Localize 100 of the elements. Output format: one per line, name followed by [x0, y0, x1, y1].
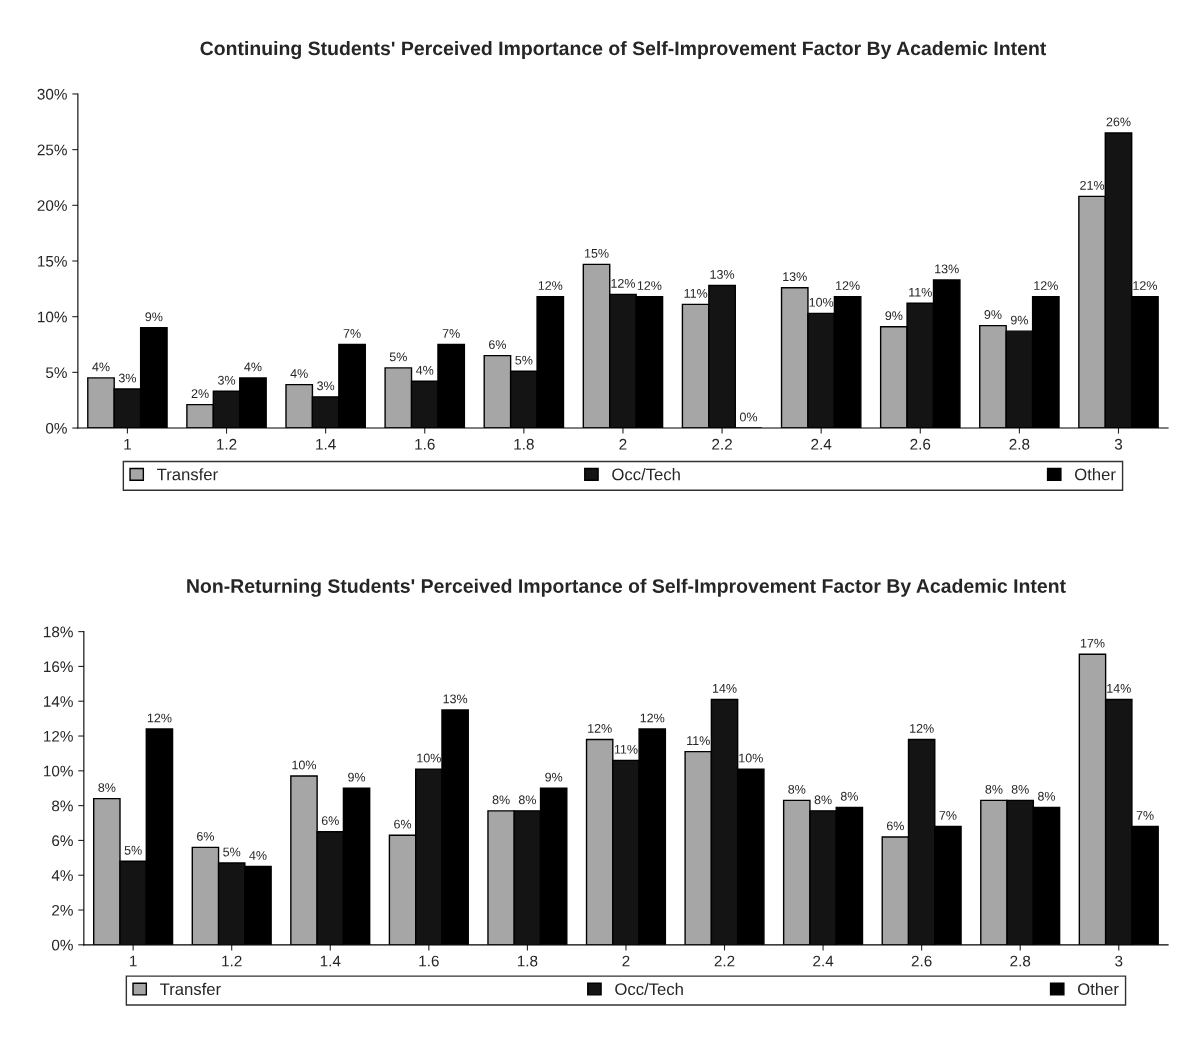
- data-label: 9%: [984, 310, 1002, 319]
- data-label: 11%: [687, 736, 710, 745]
- data-label: 5%: [515, 355, 533, 365]
- data-label: 10%: [739, 753, 763, 763]
- y-tick-label: 5%: [45, 367, 67, 379]
- x-tick-label: 1.6: [419, 955, 439, 967]
- y-tick-label: 12%: [44, 730, 73, 742]
- x-tick-label: 3: [1115, 955, 1123, 967]
- y-tick-label: 0%: [45, 422, 67, 434]
- data-label: 9%: [545, 772, 563, 782]
- legend-label: Other: [1075, 468, 1116, 481]
- data-label: 8%: [492, 795, 510, 805]
- x-tick-label: 1.2: [217, 438, 237, 450]
- data-label: 0%: [739, 412, 758, 422]
- legend-label: Other: [1078, 982, 1119, 996]
- x-tick-label: 2.2: [712, 438, 732, 450]
- data-label: 8%: [840, 791, 858, 801]
- data-label: 13%: [783, 272, 807, 282]
- x-tick-label: 2.6: [910, 438, 931, 450]
- data-label: 6%: [886, 821, 904, 831]
- data-label: 11%: [684, 289, 708, 298]
- x-tick-label: 2.6: [911, 955, 932, 967]
- y-tick-label: 0%: [51, 939, 73, 951]
- data-label: 12%: [836, 281, 860, 290]
- legend-label: Occ/Tech: [612, 468, 680, 481]
- legend-label: Occ/Tech: [615, 982, 683, 996]
- data-label: 14%: [712, 684, 737, 693]
- data-label: 8%: [814, 795, 832, 805]
- data-label: 8%: [98, 783, 116, 793]
- data-label: 13%: [710, 270, 735, 279]
- x-tick-label: 1.6: [415, 438, 435, 450]
- data-label: 26%: [1106, 117, 1131, 127]
- y-tick-label: 6%: [52, 835, 73, 847]
- data-label: 13%: [935, 264, 959, 274]
- data-label: 2%: [191, 389, 209, 398]
- data-label: 3%: [217, 375, 236, 385]
- data-label: 12%: [588, 724, 612, 733]
- data-label: 12%: [910, 724, 934, 733]
- legend-label: Transfer: [160, 982, 221, 996]
- data-label: 9%: [1010, 315, 1028, 325]
- x-tick-label: 1: [130, 955, 137, 967]
- data-label: 8%: [788, 784, 806, 794]
- y-tick-label: 15%: [38, 255, 67, 267]
- data-label: 12%: [538, 281, 563, 290]
- y-tick-label: 10%: [38, 311, 67, 323]
- data-label: 3%: [317, 381, 335, 391]
- data-label: 21%: [1080, 180, 1105, 190]
- y-tick-label: 10%: [44, 765, 73, 777]
- x-tick-label: 1.2: [222, 955, 242, 967]
- data-label: 4%: [290, 369, 308, 378]
- chart-title: Non-Returning Students' Perceived Importance of Self-Improvement Factor By Academic Intent: [187, 578, 1066, 597]
- data-label: 9%: [348, 772, 366, 782]
- data-label: 17%: [1080, 638, 1105, 648]
- data-label: 9%: [885, 311, 903, 321]
- x-tick-label: 2.4: [811, 438, 832, 450]
- y-tick-label: 16%: [44, 661, 73, 673]
- x-tick-label: 2.8: [1010, 955, 1031, 967]
- data-label: 5%: [124, 845, 142, 855]
- data-label: 6%: [321, 816, 339, 826]
- data-label: 3%: [118, 373, 137, 383]
- data-label: 7%: [343, 329, 361, 338]
- data-label: 11%: [909, 287, 932, 297]
- data-label: 12%: [637, 281, 662, 290]
- x-tick-label: 1: [124, 439, 131, 450]
- data-label: 6%: [394, 819, 412, 829]
- x-tick-label: 2: [622, 955, 630, 967]
- data-label: 10%: [292, 760, 317, 770]
- data-label: 5%: [389, 352, 407, 362]
- data-label: 4%: [416, 365, 434, 375]
- x-tick-label: 1.8: [514, 438, 534, 450]
- x-tick-label: 2: [619, 438, 627, 450]
- data-label: 8%: [1011, 784, 1029, 794]
- data-label: 12%: [640, 713, 665, 723]
- data-label: 5%: [223, 847, 241, 857]
- data-label: 7%: [442, 329, 460, 338]
- x-tick-label: 2.2: [714, 955, 735, 967]
- data-label: 8%: [985, 784, 1003, 794]
- x-tick-label: 2.8: [1009, 438, 1030, 450]
- y-tick-label: 18%: [44, 626, 73, 638]
- x-tick-label: 1.4: [320, 955, 341, 967]
- data-label: 10%: [417, 753, 441, 763]
- y-tick-label: 14%: [44, 696, 73, 707]
- data-label: 9%: [145, 312, 163, 322]
- data-label: 4%: [249, 851, 267, 860]
- data-label: 6%: [489, 340, 507, 350]
- y-tick-label: 30%: [37, 88, 67, 100]
- x-tick-label: 1.8: [517, 955, 538, 967]
- y-tick-label: 4%: [51, 870, 73, 881]
- y-tick-label: 8%: [52, 800, 73, 812]
- data-label: 11%: [614, 744, 638, 754]
- data-label: 6%: [197, 831, 215, 841]
- y-tick-label: 2%: [52, 904, 73, 916]
- data-label: 4%: [92, 362, 110, 372]
- data-label: 4%: [244, 362, 262, 372]
- data-label: 12%: [1133, 281, 1157, 290]
- x-tick-label: 3: [1114, 438, 1123, 450]
- data-label: 10%: [809, 297, 834, 307]
- data-label: 13%: [443, 694, 468, 704]
- data-label: 8%: [518, 795, 536, 805]
- x-tick-label: 2.4: [813, 955, 834, 967]
